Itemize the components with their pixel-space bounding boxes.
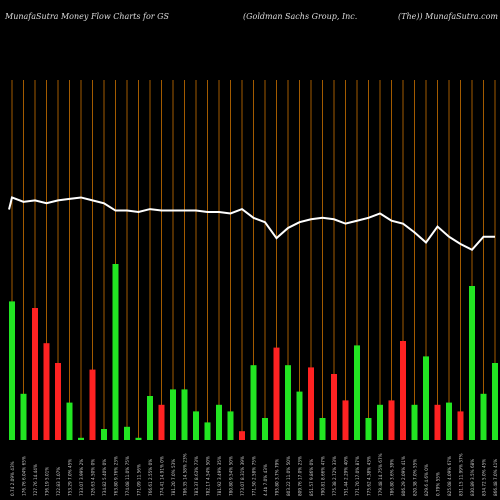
volume-bar — [204, 422, 211, 440]
tick-label: 825.08 4.09% 67% — [447, 456, 452, 496]
volume-bars — [9, 264, 498, 440]
volume-bar — [480, 393, 487, 440]
tick-label: 773.07 8.31% 39% — [240, 456, 245, 496]
tick-label: 866.48 7.0% 41% — [493, 459, 498, 496]
volume-bar — [388, 400, 395, 440]
volume-bar — [55, 363, 61, 440]
volume-bar — [492, 363, 498, 440]
volume-bar — [296, 391, 303, 440]
volume-bar — [319, 418, 326, 440]
volume-bar — [308, 367, 314, 440]
tick-labels: 0.74 2.09% 43% 176.76 6.04% 65% 727.76 14.… — [10, 453, 498, 496]
volume-bar — [124, 426, 130, 440]
volume-bar — [423, 356, 429, 440]
volume-bar — [101, 429, 107, 440]
volume-bar — [250, 365, 257, 440]
tick-label: 775.38 2.72% 33% — [332, 456, 337, 496]
volume-bar — [9, 301, 15, 440]
volume-bar — [446, 402, 452, 440]
tick-label: 783.37 8.63% 73% — [194, 456, 199, 496]
tick-label: 722.83 1.07% — [56, 467, 61, 496]
volume-bar — [181, 389, 188, 440]
volume-bar — [216, 404, 222, 440]
tick-label: 795.80 3.7% 79% — [275, 459, 280, 496]
volume-bar — [147, 396, 153, 440]
volume-bar — [400, 341, 406, 440]
tick-label: 774.41 14.91% 0% — [160, 456, 165, 496]
volume-bar — [469, 286, 475, 440]
tick-label: 829.6 4.6% 0% — [424, 464, 429, 496]
tick-label: 4.4b 7.0% 43% — [263, 464, 268, 496]
tick-label: 771.09 11.56% — [137, 464, 142, 496]
tick-label: 780.80 9.54% 50% — [229, 456, 234, 496]
tick-label: 834.72 5.0% 45% — [482, 459, 487, 496]
chart-title-right: (The)) MunafaSutra.com — [398, 12, 498, 21]
volume-bar — [193, 411, 199, 440]
volume-bar — [32, 308, 38, 440]
volume-bar — [331, 374, 337, 440]
volume-bar — [434, 404, 441, 440]
chart-title-left: MunafaSutra Money Flow Charts for GS — [5, 12, 169, 21]
volume-bar — [170, 389, 176, 440]
volume-bar — [20, 393, 27, 440]
tick-label: 803.22 11.0% 50% — [286, 456, 291, 496]
volume-bar — [411, 404, 418, 440]
volume-bar — [342, 400, 349, 440]
tick-label: 774.08 11.0% 75% — [125, 456, 130, 496]
tick-label: 176.76 6.04% 65% — [22, 456, 27, 496]
tick-label: 830.89 3.5% 68% — [470, 459, 475, 496]
tick-label: 0.79% 55% — [436, 472, 441, 496]
volume-bar — [227, 411, 234, 440]
volume-bar — [377, 404, 383, 440]
volume-bar — [262, 418, 268, 440]
tick-label: 751.44 2.29% 40% — [344, 456, 349, 496]
tick-label: 726.63 4.50% 0% — [91, 459, 96, 496]
volume-bar — [43, 343, 50, 440]
tick-label: 771.50 2.58% 75% — [252, 456, 257, 496]
volume-bar — [273, 347, 280, 440]
tick-label: 781.20 7.0% 53% — [171, 459, 176, 496]
volume-bar — [78, 437, 84, 440]
tick-label: 733.07 3.99% 2% — [79, 459, 84, 496]
tick-label: 809.76 17.0% 23% — [298, 456, 303, 496]
tick-label: 786.35 14.58% 23% — [183, 453, 188, 496]
tick-label: 727.76 14.44% — [33, 464, 38, 496]
volume-bar — [112, 264, 119, 440]
chart-title-company: (Goldman Sachs Group, Inc. — [243, 12, 358, 21]
tick-label: 782.17 4.54% 50% — [206, 456, 211, 496]
tick-label: 0.74 2.09% 43% — [10, 461, 15, 496]
tick-label: 736.19 5.01% — [45, 467, 50, 496]
volume-bar — [285, 365, 291, 440]
tick-label: 763.80 9.76% 23% — [114, 456, 119, 496]
tick-label: 734.82 5.40% 0% — [102, 459, 107, 496]
volume-bar — [158, 404, 165, 440]
volume-bar — [457, 411, 464, 440]
volume-bar — [89, 369, 96, 440]
tick-label: 786.80 3.6% 39% — [390, 459, 395, 496]
volume-bar — [354, 345, 360, 440]
volume-bar — [365, 418, 372, 440]
volume-bar — [66, 402, 73, 440]
price-line — [8, 196, 495, 252]
tick-label: 790.81 8.66% 47% — [321, 456, 326, 496]
tick-label: 771.70 17.0% 87% — [355, 456, 360, 496]
tick-label: 806.29 2.09% 41% — [401, 456, 406, 496]
tick-label: 779.48 14.75% 67% — [378, 453, 383, 496]
tick-label: 766.61 2.55% 0% — [148, 459, 153, 496]
volume-bar — [239, 431, 245, 440]
tick-label: 851.57 9.86% 0% — [309, 459, 314, 496]
tick-label: 820.38 7.0% 55% — [413, 459, 418, 496]
tick-label: 781.92 3.49% 35% — [217, 456, 222, 496]
volume-bar — [135, 437, 142, 440]
tick-label: 775.62 4.38% 43% — [367, 456, 372, 496]
tick-label: 753.29 7.0% 45% — [68, 459, 73, 496]
tick-label: 831.15 11.99% 37% — [459, 453, 464, 496]
